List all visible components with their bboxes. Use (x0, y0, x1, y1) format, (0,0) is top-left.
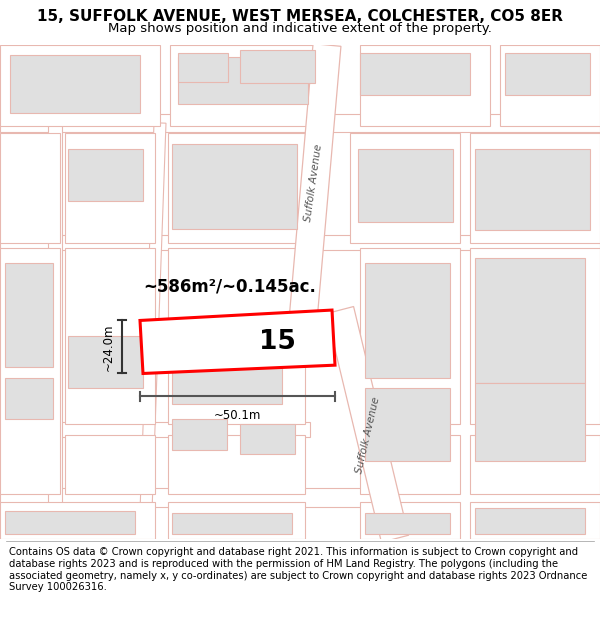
Bar (5, 378, 53, 419)
Text: ~50.1m: ~50.1m (214, 409, 261, 421)
Text: 15: 15 (259, 329, 296, 355)
Bar (475, 149, 590, 230)
Polygon shape (470, 133, 600, 242)
Bar (172, 512, 292, 534)
Polygon shape (0, 503, 155, 539)
Bar (178, 58, 308, 104)
Polygon shape (170, 45, 325, 126)
Polygon shape (360, 503, 460, 539)
Polygon shape (289, 44, 341, 322)
Bar (505, 53, 590, 95)
Bar (358, 149, 453, 222)
Polygon shape (168, 248, 305, 424)
Polygon shape (360, 435, 460, 494)
Polygon shape (470, 248, 600, 424)
Bar (68, 336, 143, 388)
Polygon shape (0, 45, 160, 126)
Text: Contains OS data © Crown copyright and database right 2021. This information is : Contains OS data © Crown copyright and d… (9, 548, 587, 592)
Bar (240, 424, 295, 454)
Text: ~586m²/~0.145ac.: ~586m²/~0.145ac. (143, 277, 316, 295)
Polygon shape (168, 503, 305, 539)
Bar (172, 419, 227, 451)
Polygon shape (470, 503, 600, 539)
Bar (475, 383, 585, 461)
Bar (68, 149, 143, 201)
Polygon shape (0, 422, 310, 437)
Bar (365, 388, 450, 461)
Polygon shape (0, 114, 600, 132)
Polygon shape (65, 435, 155, 494)
Polygon shape (48, 45, 62, 539)
Polygon shape (350, 133, 460, 242)
Bar (475, 508, 585, 534)
Polygon shape (360, 45, 490, 126)
Polygon shape (326, 306, 409, 542)
Bar (10, 56, 140, 112)
Polygon shape (0, 488, 380, 506)
Text: Suffolk Avenue: Suffolk Avenue (355, 396, 382, 474)
Polygon shape (0, 248, 60, 494)
Polygon shape (65, 248, 155, 424)
Polygon shape (470, 435, 600, 494)
Bar (365, 263, 450, 378)
Bar (475, 258, 585, 383)
Bar (172, 144, 297, 229)
Text: ~24.0m: ~24.0m (101, 323, 115, 371)
Bar (5, 511, 135, 534)
Polygon shape (0, 133, 60, 242)
Polygon shape (0, 235, 600, 250)
Bar (172, 326, 282, 404)
Text: 15, SUFFOLK AVENUE, WEST MERSEA, COLCHESTER, CO5 8ER: 15, SUFFOLK AVENUE, WEST MERSEA, COLCHES… (37, 9, 563, 24)
Bar (240, 50, 315, 84)
Bar (365, 512, 450, 534)
Polygon shape (139, 122, 166, 539)
Bar (178, 53, 228, 82)
Polygon shape (140, 310, 335, 374)
Text: Suffolk Avenue: Suffolk Avenue (302, 144, 323, 222)
Polygon shape (360, 248, 460, 424)
Polygon shape (168, 133, 305, 242)
Text: Map shows position and indicative extent of the property.: Map shows position and indicative extent… (108, 22, 492, 35)
Polygon shape (500, 45, 600, 126)
Bar (5, 263, 53, 368)
Polygon shape (168, 435, 305, 494)
Polygon shape (65, 133, 155, 242)
Bar (360, 53, 470, 95)
